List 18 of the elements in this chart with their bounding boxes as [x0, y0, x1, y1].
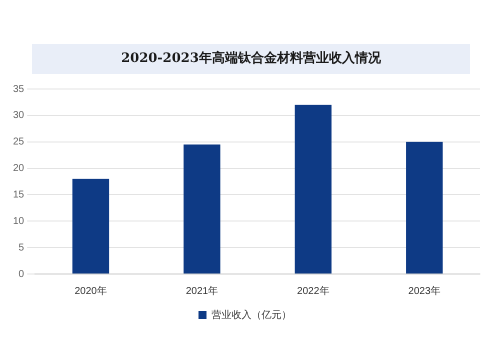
- y-tick-label: 15: [13, 189, 25, 200]
- bar: [184, 144, 220, 274]
- y-tick-label: 0: [18, 268, 25, 280]
- x-tick-label: 2020年: [74, 284, 107, 297]
- y-tick-label: 5: [18, 242, 25, 254]
- x-tick-label: 2022年: [297, 284, 330, 297]
- y-tick-label: 10: [13, 216, 25, 227]
- bar: [294, 104, 332, 274]
- y-tick-label: 25: [13, 136, 25, 148]
- y-tick-label: 35: [13, 84, 25, 95]
- x-tick-label: 2023年: [408, 284, 441, 297]
- bar: [406, 142, 443, 274]
- bar: [72, 178, 110, 274]
- chart-title: 2020-2023年高端钛合金材料营业收入情况: [32, 44, 470, 74]
- y-tick-label: 30: [13, 110, 25, 122]
- legend-label: 营业收入（亿元）: [212, 308, 292, 321]
- x-tick-label: 2021年: [186, 284, 218, 297]
- y-tick-label: 20: [13, 163, 25, 174]
